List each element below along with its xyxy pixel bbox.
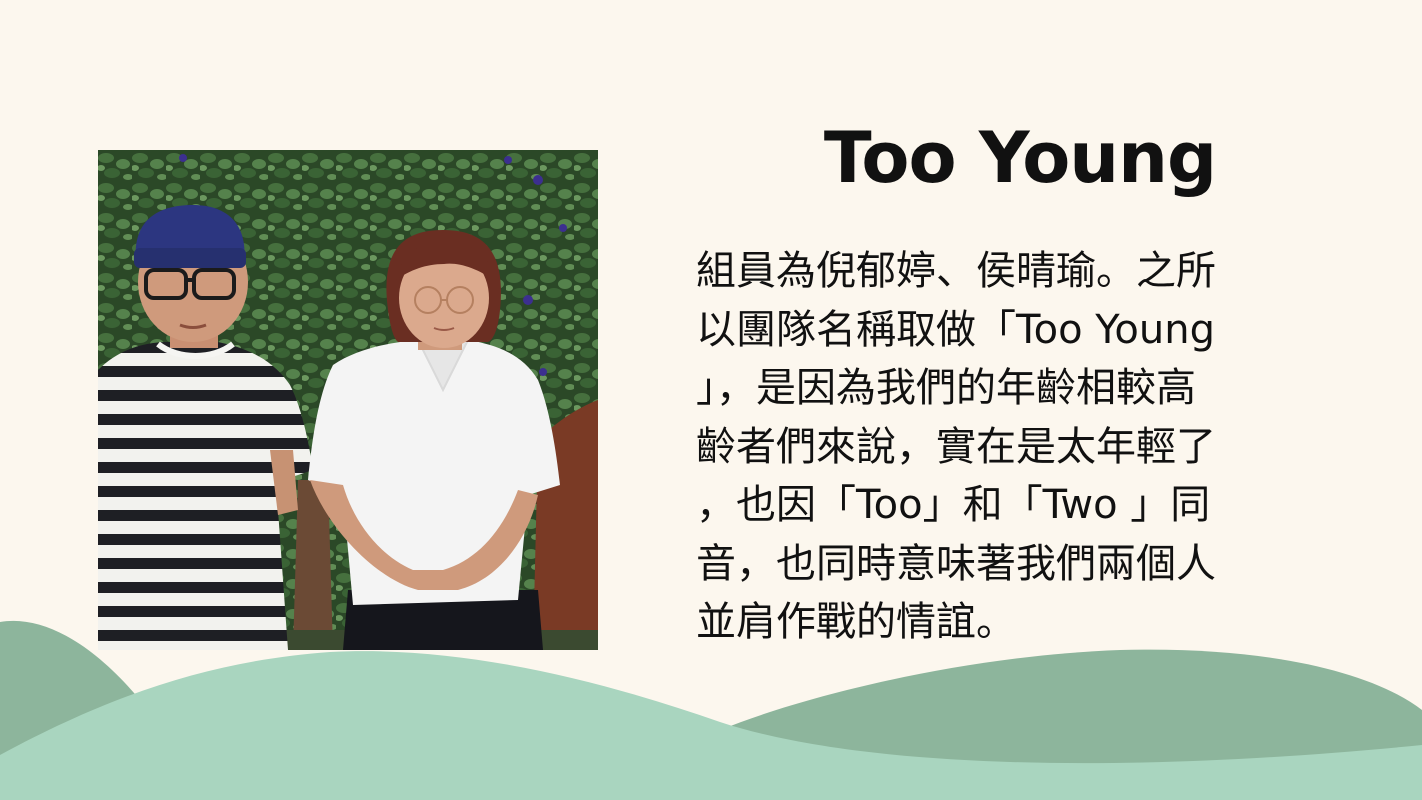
body-line: 以團隊名稱取做「Too Young [696, 306, 1215, 353]
body-line: 並肩作戰的情誼。 [696, 599, 1016, 645]
body-line: 音，也同時意味著我們兩個人 [696, 540, 1216, 587]
body-line: ，也因「Too」和「Two 」同 [696, 482, 1211, 528]
team-photo [98, 150, 598, 650]
body-line: 」，是因為我們的年齡相較高 [696, 365, 1196, 411]
person-left [98, 205, 313, 650]
body-line: 齡者們來說，實在是太年輕了 [696, 423, 1216, 470]
body-line: 組員為倪郁婷、侯晴瑜。之所 [696, 248, 1216, 294]
front-hill [0, 651, 1422, 800]
slide-body-text: 組員為倪郁婷、侯晴瑜。之所 以團隊名稱取做「Too Young 」，是因為我們的… [696, 242, 1321, 652]
slide-title: Too Young [823, 117, 1217, 199]
person-right [308, 230, 560, 650]
